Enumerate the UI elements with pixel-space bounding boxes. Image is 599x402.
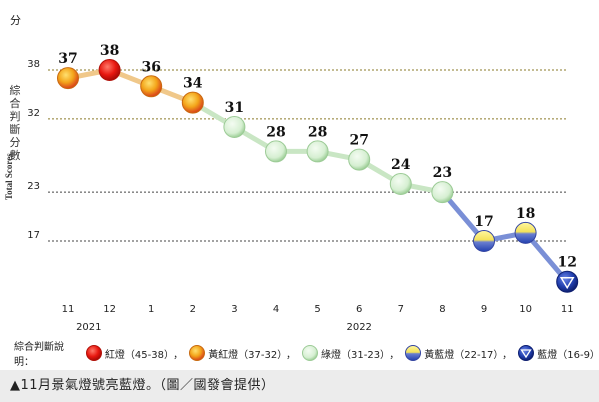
y-tick-label: 23 [27, 181, 40, 192]
x-tick-label: 2 [190, 304, 196, 315]
legend-swatch [189, 345, 206, 361]
data-label: 23 [433, 165, 452, 181]
data-label: 12 [557, 255, 576, 271]
x-tick-label: 11 [561, 304, 574, 315]
data-point: 37 [57, 51, 79, 90]
x-tick-label: 7 [398, 304, 404, 315]
y-tick-label: 17 [27, 230, 40, 241]
signal-light [556, 270, 579, 293]
legend-item-label: 藍燈（16-9） [537, 349, 599, 361]
data-label: 37 [58, 51, 77, 67]
year-label: 2022 [346, 322, 371, 333]
yellow-blue-light-icon [405, 345, 422, 361]
data-point: 28 [306, 124, 329, 163]
data-label: 27 [349, 133, 368, 149]
x-tick-label: 5 [314, 304, 320, 315]
data-label: 31 [225, 100, 244, 116]
series-line [65, 67, 570, 285]
data-label: 28 [308, 124, 327, 140]
y-tick-label: 38 [27, 59, 40, 70]
data-point: 17 [473, 214, 495, 252]
legend-item-yellow-blue: 黃藍燈（22-17）， [404, 344, 515, 362]
x-tick-label: 3 [231, 304, 237, 315]
legend-swatch [518, 345, 535, 361]
signal-light [389, 173, 412, 195]
signal-light [265, 140, 287, 163]
legend-item-label: 綠燈（31-23） [321, 349, 391, 361]
legend-swatch [301, 345, 318, 361]
x-tick-label: 12 [103, 304, 116, 315]
data-point: 38 [98, 43, 121, 81]
signal-light [514, 221, 537, 244]
data-points: 37 38 36 34 31 28 28 27 24 23 17 18 12 [57, 43, 579, 293]
legend-item-label: 黃藍燈（22-17） [424, 349, 504, 361]
signal-light [140, 75, 163, 98]
legend-title: 綜合判斷說明： [14, 342, 64, 368]
legend-item-label: 紅燈（45-38） [104, 349, 174, 361]
legend-swatch [85, 345, 102, 361]
data-point: 18 [514, 206, 537, 244]
year-label: 2021 [76, 322, 101, 333]
data-point: 12 [556, 255, 579, 293]
y-unit-label: 分 [10, 14, 21, 27]
x-tick-label: 11 [62, 304, 75, 315]
data-label: 18 [516, 206, 535, 222]
data-label: 17 [474, 214, 493, 230]
yellow-red-light-icon [189, 345, 206, 361]
data-point: 28 [265, 124, 287, 163]
legend-item-blue: 藍燈（16-9） [517, 344, 599, 362]
y-ticks: 17 23 32 38 [27, 59, 40, 241]
blue-light-icon [518, 345, 535, 361]
y-tick-label: 32 [27, 108, 40, 119]
legend-separator: ， [389, 349, 400, 361]
x-tick-label: 1 [148, 304, 154, 315]
down-triangle-icon [559, 276, 575, 290]
x-tick-label: 4 [273, 304, 279, 315]
signal-light [223, 116, 246, 138]
legend-item-green: 綠燈（31-23）， [301, 344, 402, 362]
data-point: 27 [348, 133, 371, 171]
red-light-icon [85, 345, 102, 361]
data-point: 36 [140, 59, 163, 98]
data-label: 38 [100, 43, 119, 59]
signal-light [473, 230, 495, 252]
y-axis-title-en: Total Scores [4, 153, 14, 200]
legend-separator: ， [502, 349, 513, 361]
data-point: 34 [181, 76, 204, 114]
data-label: 36 [141, 59, 160, 75]
signal-light [181, 91, 204, 114]
legend: 綜合判斷說明： 紅燈（45-38），黃紅燈（37-32），綠燈（31-23），黃… [0, 340, 599, 368]
down-triangle-icon [520, 349, 532, 359]
data-point: 31 [223, 100, 246, 138]
data-point: 23 [431, 165, 454, 204]
x-tick-label: 6 [356, 304, 362, 315]
signal-light [306, 140, 329, 163]
photo-caption: ▲11月景氣燈號亮藍燈。（圖／國發會提供） [0, 370, 599, 402]
signal-light [98, 59, 121, 81]
legend-separator: ， [285, 349, 296, 361]
signal-light [348, 148, 371, 171]
legend-item-red: 紅燈（45-38）， [85, 344, 186, 362]
x-tick-label: 10 [519, 304, 532, 315]
green-light-icon [301, 345, 318, 361]
data-label: 28 [266, 124, 285, 140]
x-tick-label: 9 [481, 304, 487, 315]
data-point: 24 [389, 157, 412, 195]
legend-swatch [405, 345, 422, 361]
data-label: 34 [183, 76, 203, 92]
signal-light [57, 67, 79, 90]
signal-light [431, 181, 454, 204]
legend-item-yellow-red: 黃紅燈（37-32）， [188, 344, 299, 362]
legend-item-label: 黃紅燈（37-32） [208, 349, 288, 361]
x-tick-label: 8 [439, 304, 445, 315]
legend-items: 紅燈（45-38），黃紅燈（37-32），綠燈（31-23），黃藍燈（22-17… [85, 344, 599, 362]
legend-separator: ， [173, 349, 184, 361]
data-label: 24 [391, 157, 411, 173]
y-axis-title-zh: 綜合判斷分數 [9, 84, 21, 162]
